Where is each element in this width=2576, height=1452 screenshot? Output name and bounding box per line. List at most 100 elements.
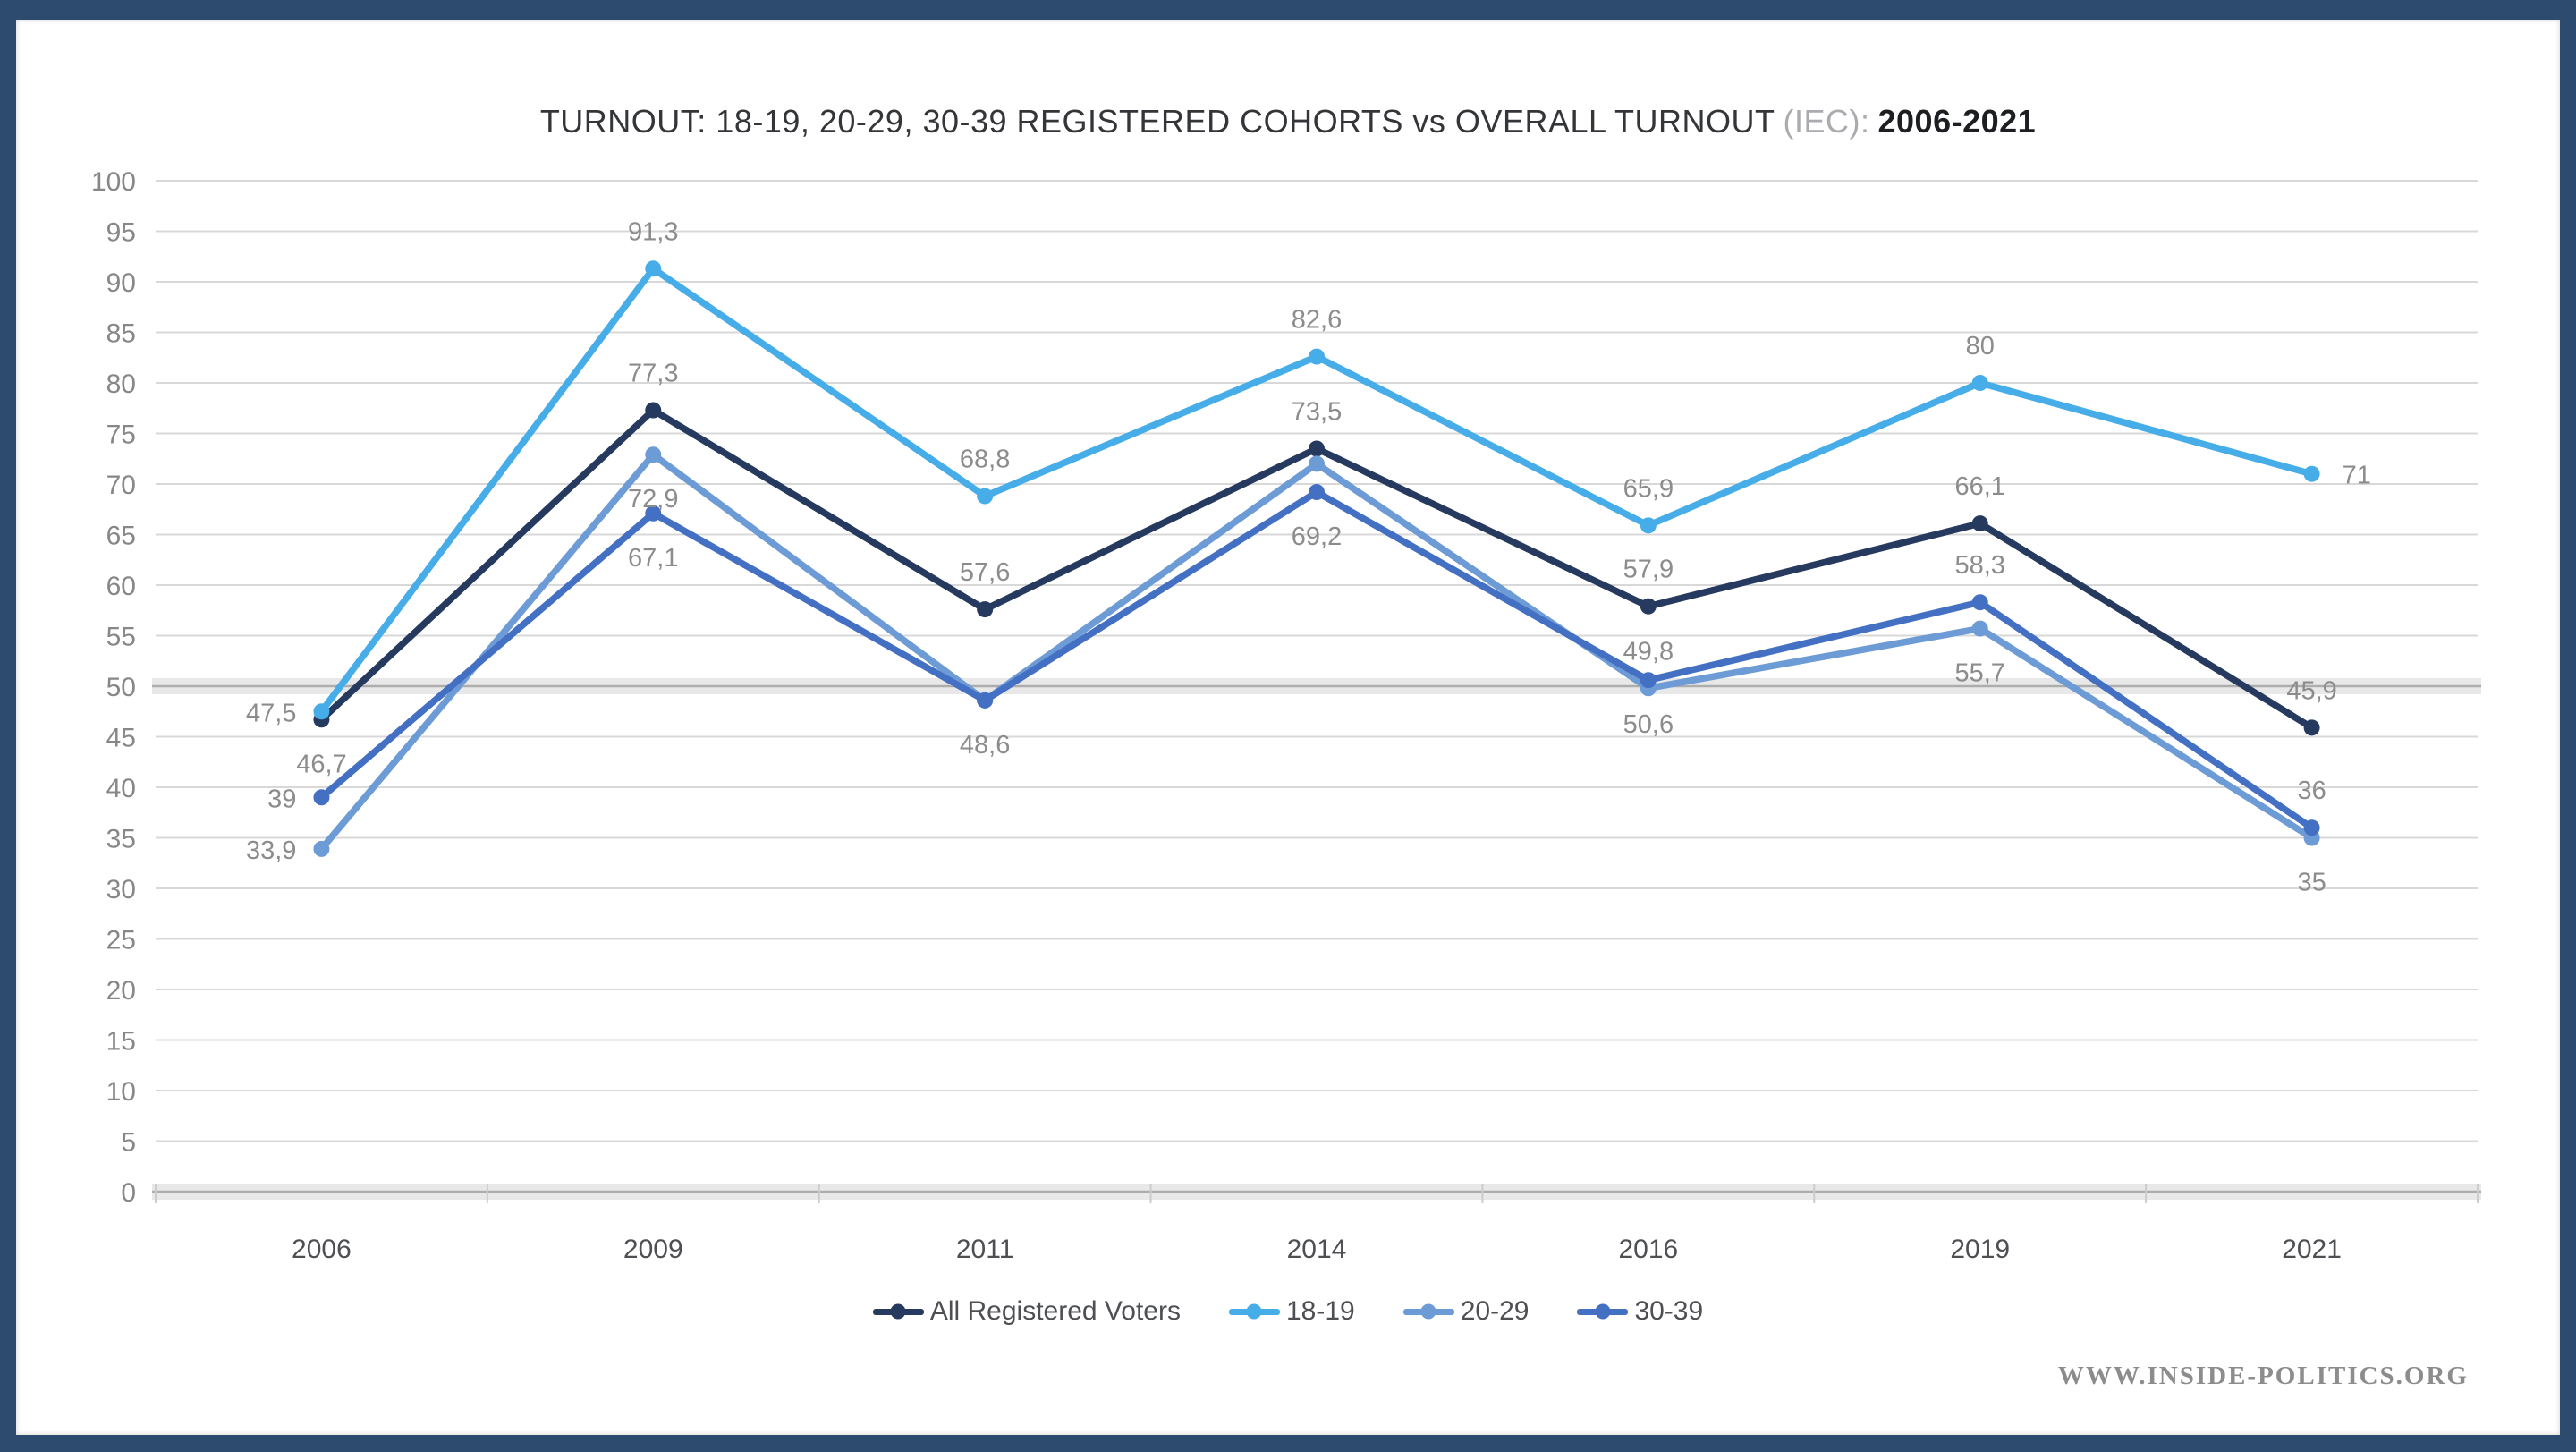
data-label: 58,3 [1954, 551, 2004, 580]
data-point-20-29 [645, 446, 662, 463]
data-label: 36 [2297, 777, 2326, 805]
data-label: 65,9 [1623, 474, 1674, 503]
x-tick-label: 2011 [956, 1235, 1014, 1264]
data-point-20-29 [1971, 620, 1988, 637]
data-point-30-39 [1309, 484, 1325, 501]
data-point-30-39 [1640, 672, 1657, 689]
legend-line-dot-marker [1228, 1303, 1280, 1320]
data-label: 35 [2297, 869, 2326, 897]
data-point-all-registered-voters [1640, 598, 1657, 615]
data-label: 47,5 [246, 699, 296, 727]
legend-label: 18-19 [1285, 1296, 1355, 1326]
data-label: 71 [2343, 462, 2371, 490]
y-tick-label: 85 [106, 319, 136, 349]
data-label: 45,9 [2286, 676, 2336, 705]
y-tick-label: 55 [106, 623, 136, 652]
data-point-18-19 [977, 488, 994, 505]
y-tick-label: 40 [106, 774, 136, 803]
y-tick-label: 15 [106, 1027, 136, 1057]
data-point-30-39 [1971, 594, 1988, 611]
x-tick-label: 2021 [2282, 1235, 2342, 1264]
title-iec-tag: (IEC): [1783, 103, 1870, 140]
legend-line-dot-marker [872, 1303, 924, 1320]
y-tick-label: 90 [106, 268, 136, 298]
y-tick-label: 70 [106, 471, 136, 500]
y-tick-label: 45 [106, 724, 136, 753]
x-tick-label: 2014 [1287, 1235, 1347, 1264]
data-label: 46,7 [296, 750, 346, 778]
data-point-20-29 [313, 840, 330, 857]
data-label: 33,9 [246, 836, 296, 865]
chart-canvas: TURNOUT: 18-19, 20-29, 30-39 REGISTERED … [16, 20, 2560, 1435]
data-label: 77,3 [628, 360, 678, 388]
data-label: 91,3 [628, 217, 678, 246]
legend: All Registered Voters 18-19 20-29 30-39 [16, 1291, 2560, 1332]
data-label: 72,9 [628, 485, 678, 514]
y-tick-label: 95 [106, 218, 136, 248]
data-point-30-39 [645, 505, 662, 522]
y-tick-label: 100 [91, 167, 136, 197]
legend-line-dot-marker [1577, 1303, 1629, 1320]
data-point-all-registered-voters [645, 402, 662, 419]
data-point-18-19 [1640, 517, 1657, 534]
legend-label: 20-29 [1460, 1296, 1530, 1326]
data-point-18-19 [645, 260, 662, 277]
title-main: TURNOUT: 18-19, 20-29, 30-39 REGISTERED … [539, 103, 1775, 140]
legend-item-18-19: 18-19 [1228, 1296, 1355, 1327]
y-tick-label: 50 [106, 673, 136, 702]
y-tick-label: 75 [106, 420, 136, 450]
watermark: WWW.INSIDE-POLITICS.ORG [2057, 1362, 2469, 1390]
y-tick-label: 35 [106, 825, 136, 854]
data-point-18-19 [313, 703, 330, 720]
data-point-all-registered-voters [1971, 515, 1988, 532]
data-label: 69,2 [1292, 522, 1342, 551]
y-tick-label: 10 [106, 1077, 136, 1107]
data-label: 82,6 [1292, 306, 1342, 335]
data-point-all-registered-voters [2303, 719, 2320, 736]
x-tick-label: 2016 [1618, 1235, 1678, 1264]
data-point-all-registered-voters [977, 601, 994, 618]
y-tick-label: 0 [121, 1178, 136, 1208]
legend-item-all-registered-voters: All Registered Voters [872, 1296, 1181, 1327]
x-tick-label: 2019 [1950, 1235, 2010, 1264]
y-tick-label: 30 [106, 875, 136, 904]
y-tick-label: 5 [121, 1128, 136, 1158]
legend-item-20-29: 20-29 [1402, 1296, 1530, 1327]
legend-label: 30-39 [1634, 1296, 1704, 1326]
data-label: 48,6 [960, 731, 1010, 760]
data-label: 50,6 [1623, 710, 1674, 739]
series-line-20-29 [318, 451, 2316, 853]
chart-svg: 0 5 10 15 20 25 30 35 40 45 50 55 60 65 70 75 80 85 90 95 10… [91, 167, 2481, 1264]
chart-title: TURNOUT: 18-19, 20-29, 30-39 REGISTERED … [16, 102, 2560, 141]
data-label: 67,1 [628, 544, 678, 573]
y-tick-label: 80 [106, 369, 136, 399]
data-point-18-19 [1971, 375, 1988, 391]
data-label: 68,8 [960, 446, 1010, 474]
data-label: 57,9 [1623, 556, 1674, 584]
data-point-30-39 [313, 789, 330, 806]
legend-item-30-39: 30-39 [1577, 1296, 1703, 1327]
data-label: 39 [267, 785, 296, 813]
title-year-range: 2006-2021 [1877, 103, 2037, 140]
data-point-18-19 [2303, 465, 2320, 482]
y-tick-label: 65 [106, 522, 136, 551]
data-label: 80 [1966, 332, 1995, 361]
data-point-30-39 [977, 692, 994, 709]
x-tick-label: 2009 [623, 1235, 683, 1264]
data-label: 66,1 [1954, 472, 2004, 501]
x-tick-label: 2006 [292, 1235, 352, 1264]
legend-line-dot-marker [1402, 1303, 1454, 1320]
y-tick-label: 25 [106, 926, 136, 955]
data-point-20-29 [1309, 455, 1325, 472]
data-label: 73,5 [1292, 397, 1342, 426]
data-point-30-39 [2303, 819, 2320, 836]
data-label: 49,8 [1623, 637, 1674, 666]
data-point-18-19 [1309, 348, 1325, 365]
data-label: 55,7 [1954, 659, 2004, 688]
data-point-all-registered-voters [1309, 440, 1325, 457]
data-label: 57,6 [960, 558, 1010, 587]
y-tick-label: 20 [106, 976, 136, 1006]
legend-label: All Registered Voters [929, 1296, 1181, 1326]
y-tick-label: 60 [106, 572, 136, 601]
